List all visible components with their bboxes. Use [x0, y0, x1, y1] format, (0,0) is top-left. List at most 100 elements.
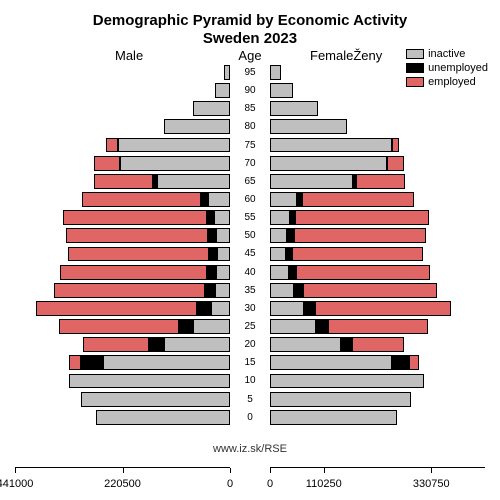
age-label: 95	[230, 67, 270, 78]
bar-segment-female-inactive	[270, 374, 424, 389]
bar-segment-female-employed	[352, 337, 403, 352]
bar-segment-female-unemployed	[304, 301, 315, 316]
age-label: 85	[230, 103, 270, 114]
female-side	[270, 355, 485, 370]
age-label: 50	[230, 230, 270, 241]
axis-baseline-female	[270, 467, 485, 468]
bar-segment-male-employed	[69, 355, 81, 370]
axis-tick-label: 110250	[306, 478, 342, 490]
header-female: FemaleŽeny	[310, 48, 382, 63]
bar-segment-female-unemployed	[392, 355, 409, 370]
bar-segment-male-inactive	[120, 156, 230, 171]
male-side	[15, 119, 230, 134]
age-label: 55	[230, 212, 270, 223]
age-label: 25	[230, 321, 270, 332]
age-row: 80	[15, 119, 485, 134]
age-label: 35	[230, 285, 270, 296]
axis-tick	[324, 468, 325, 473]
female-side	[270, 83, 485, 98]
age-label: 60	[230, 194, 270, 205]
plot-area: 95908580757065605550454035302520151050	[15, 65, 485, 460]
legend-swatch-inactive	[406, 49, 424, 59]
bar-segment-male-unemployed	[205, 283, 216, 298]
age-row: 25	[15, 319, 485, 334]
female-side	[270, 301, 485, 316]
male-side	[15, 228, 230, 243]
male-side	[15, 283, 230, 298]
bar-segment-female-employed	[409, 355, 419, 370]
bar-segment-male-inactive	[81, 392, 230, 407]
female-side	[270, 283, 485, 298]
female-side	[270, 65, 485, 80]
bar-segment-female-inactive	[270, 247, 286, 262]
age-label: 65	[230, 176, 270, 187]
bar-segment-male-employed	[94, 174, 153, 189]
age-row: 75	[15, 138, 485, 153]
bar-segment-male-inactive	[193, 319, 230, 334]
bar-segment-male-employed	[94, 156, 121, 171]
bar-segment-female-inactive	[270, 138, 392, 153]
bar-segment-female-unemployed	[316, 319, 328, 334]
female-side	[270, 192, 485, 207]
bar-segment-male-inactive	[215, 283, 230, 298]
chart-title-line2: Sweden 2023	[0, 30, 500, 47]
male-side	[15, 337, 230, 352]
bar-segment-female-inactive	[270, 337, 341, 352]
bar-segment-male-employed	[63, 210, 207, 225]
legend-item-inactive: inactive	[406, 48, 488, 60]
age-row: 65	[15, 174, 485, 189]
age-label: 90	[230, 85, 270, 96]
age-row: 90	[15, 83, 485, 98]
female-side	[270, 119, 485, 134]
bar-segment-female-inactive	[270, 101, 318, 116]
bar-segment-female-inactive	[270, 174, 353, 189]
age-row: 5	[15, 392, 485, 407]
axis-tick	[431, 468, 432, 473]
age-row: 40	[15, 265, 485, 280]
age-row: 70	[15, 156, 485, 171]
bar-segment-male-unemployed	[208, 228, 217, 243]
male-side	[15, 83, 230, 98]
age-label: 0	[230, 412, 270, 423]
bar-segment-female-unemployed	[287, 228, 294, 243]
bar-segment-female-inactive	[270, 210, 290, 225]
bar-segment-female-inactive	[270, 283, 294, 298]
bar-segment-female-inactive	[270, 83, 293, 98]
axis-tick-label: 0	[227, 478, 233, 490]
bar-segment-male-employed	[68, 247, 208, 262]
bar-segment-male-inactive	[216, 265, 230, 280]
male-side	[15, 156, 230, 171]
bar-segment-male-employed	[59, 319, 178, 334]
bar-segment-female-unemployed	[286, 247, 293, 262]
age-row: 60	[15, 192, 485, 207]
female-side	[270, 337, 485, 352]
bar-segment-female-inactive	[270, 392, 411, 407]
bar-segment-female-unemployed	[294, 283, 303, 298]
bar-segment-male-inactive	[214, 210, 230, 225]
female-side	[270, 247, 485, 262]
axis-tick-label: 441000	[0, 478, 33, 490]
male-side	[15, 65, 230, 80]
header-male: Male	[115, 48, 143, 63]
bar-segment-male-employed	[83, 337, 149, 352]
male-side	[15, 301, 230, 316]
age-row: 95	[15, 65, 485, 80]
bar-segment-male-unemployed	[179, 319, 194, 334]
bar-segment-male-unemployed	[149, 337, 165, 352]
axis-tick-label: 0	[267, 478, 273, 490]
female-side	[270, 228, 485, 243]
bar-segment-female-employed	[392, 138, 399, 153]
pyramid-rows: 95908580757065605550454035302520151050	[15, 65, 485, 460]
bar-segment-female-employed	[302, 192, 414, 207]
male-side	[15, 265, 230, 280]
bar-segment-female-employed	[315, 301, 452, 316]
bar-segment-female-employed	[328, 319, 428, 334]
axis-tick	[230, 468, 231, 473]
bar-segment-male-unemployed	[209, 247, 218, 262]
bar-segment-female-employed	[294, 228, 426, 243]
age-label: 45	[230, 248, 270, 259]
age-label: 80	[230, 121, 270, 132]
bar-segment-female-inactive	[270, 355, 392, 370]
axis-tick	[123, 468, 124, 473]
source-link: www.iz.sk/RSE	[0, 443, 500, 455]
